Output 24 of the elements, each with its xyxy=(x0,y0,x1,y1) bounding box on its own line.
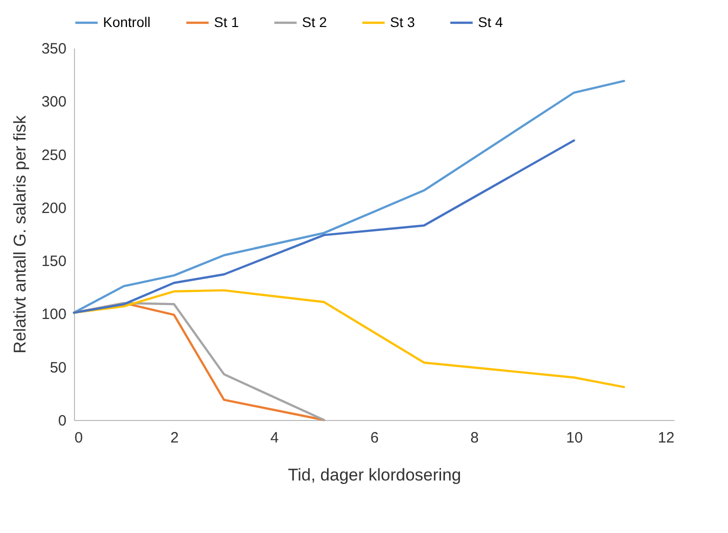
legend-label: St 2 xyxy=(302,14,328,30)
x-axis-title: Tid, dager klordosering xyxy=(288,466,462,484)
legend-label: St 4 xyxy=(478,14,504,30)
y-tick-label: 50 xyxy=(50,359,66,376)
y-tick-label: 250 xyxy=(41,146,66,164)
line-series xyxy=(72,80,626,314)
x-tick-label: 0 xyxy=(74,430,83,446)
line-series xyxy=(72,139,576,314)
x-tick-label: 6 xyxy=(370,430,379,446)
legend-label: St 1 xyxy=(214,14,240,30)
x-tick-label: 8 xyxy=(470,430,479,446)
y-tick-label: 0 xyxy=(58,412,66,430)
legend-label: St 3 xyxy=(390,14,416,30)
x-tick-label: 12 xyxy=(658,430,674,446)
x-tick-label: 4 xyxy=(270,430,279,446)
x-tick-label: 10 xyxy=(566,430,583,446)
legend-label: Kontroll xyxy=(103,14,150,30)
y-axis-title: Relativt antall G. salaris per fisk xyxy=(10,114,30,354)
x-tick-label: 2 xyxy=(170,430,179,446)
y-tick-label: 200 xyxy=(41,200,66,217)
y-tick-label: 350 xyxy=(41,40,66,58)
y-tick-label: 100 xyxy=(41,306,66,324)
y-tick-label: 150 xyxy=(41,253,66,270)
y-tick-label: 300 xyxy=(41,94,66,111)
